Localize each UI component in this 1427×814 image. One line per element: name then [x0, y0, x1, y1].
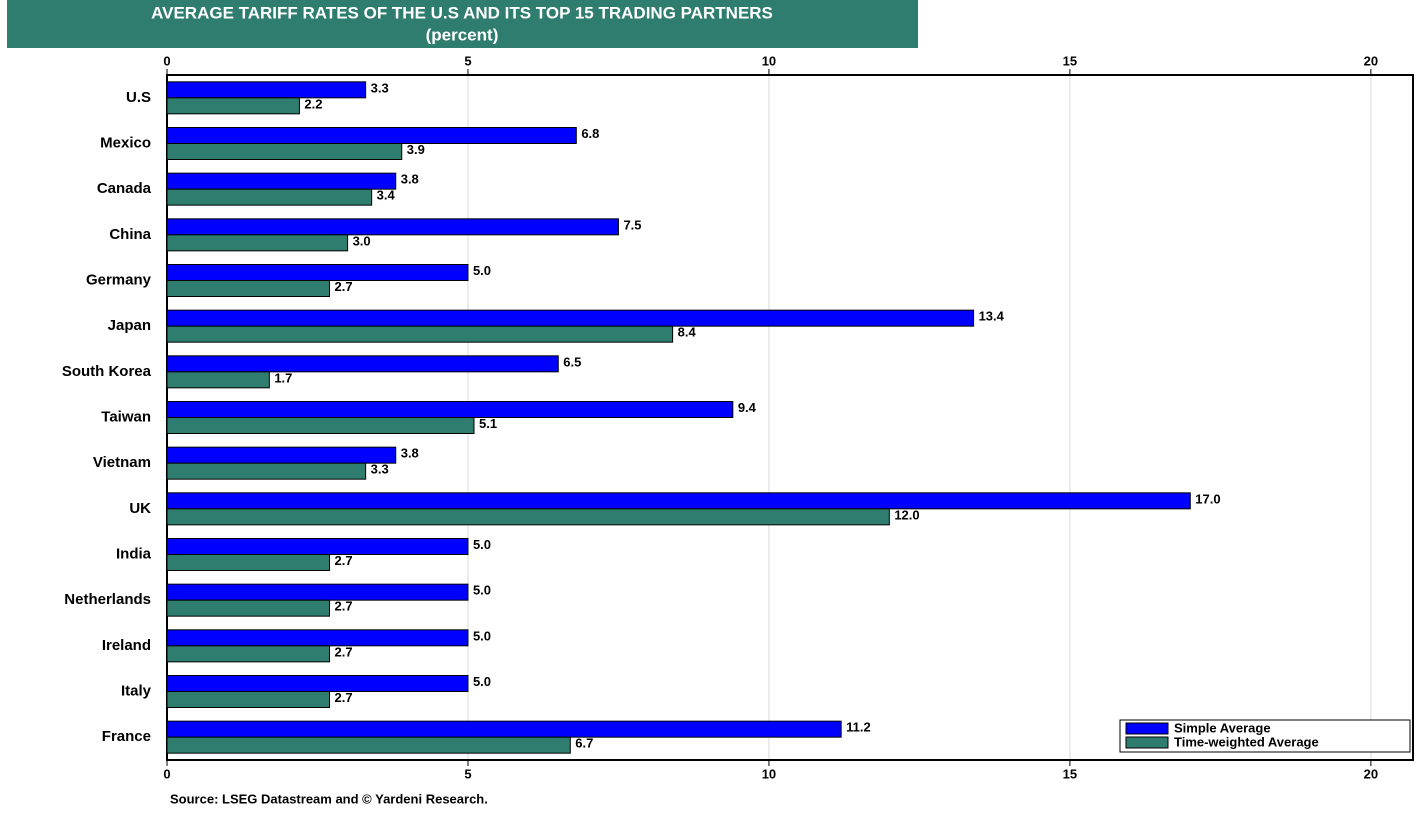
- x-tick-label: 5: [464, 766, 471, 781]
- value-label: 5.1: [479, 416, 497, 431]
- y-tick-label: Taiwan: [101, 408, 151, 425]
- legend-label: Simple Average: [1174, 720, 1271, 735]
- value-label: 5.0: [473, 263, 491, 278]
- bar: [166, 554, 331, 571]
- bar: [166, 97, 300, 115]
- value-label: 2.2: [304, 96, 322, 111]
- x-tick-label: 0: [163, 53, 170, 68]
- bar: [166, 720, 842, 738]
- value-label: 6.5: [563, 354, 581, 369]
- bar: [166, 583, 469, 601]
- bar: [166, 81, 367, 99]
- value-label: 17.0: [1195, 491, 1220, 506]
- x-tick-label: 10: [762, 53, 776, 68]
- value-label: 3.8: [401, 172, 419, 187]
- value-label: 2.7: [335, 553, 353, 568]
- value-label: 5.0: [473, 583, 491, 598]
- bar: [166, 691, 331, 708]
- x-tick-label: 15: [1063, 53, 1077, 68]
- value-label: 6.8: [581, 126, 599, 141]
- value-label: 7.5: [623, 217, 641, 232]
- value-label: 12.0: [894, 507, 919, 522]
- value-label: 5.0: [473, 674, 491, 689]
- x-tick-label: 0: [163, 766, 170, 781]
- bar: [166, 492, 1191, 510]
- x-tick-label: 20: [1364, 766, 1378, 781]
- y-tick-label: U.S: [126, 89, 151, 106]
- y-tick-label: Vietnam: [93, 454, 151, 471]
- value-label: 13.4: [979, 309, 1005, 324]
- chart-title: AVERAGE TARIFF RATES OF THE U.S AND ITS …: [151, 3, 773, 22]
- value-label: 5.0: [473, 628, 491, 643]
- bar: [166, 417, 475, 434]
- y-tick-label: Germany: [86, 271, 152, 288]
- value-label: 3.3: [371, 462, 389, 477]
- y-tick-label: Ireland: [102, 637, 151, 654]
- bar: [166, 462, 367, 480]
- bar: [166, 218, 619, 236]
- y-tick-label: Canada: [97, 180, 152, 197]
- bar: [166, 143, 403, 160]
- y-tick-label: China: [109, 226, 151, 243]
- bar: [166, 172, 397, 190]
- x-tick-label: 5: [464, 53, 471, 68]
- value-label: 5.0: [473, 537, 491, 552]
- value-label: 2.7: [335, 690, 353, 705]
- value-label: 8.4: [678, 325, 697, 340]
- bar: [166, 645, 331, 663]
- y-tick-label: Italy: [121, 682, 152, 699]
- legend-label: Time-weighted Average: [1174, 734, 1319, 749]
- bar: [166, 188, 373, 206]
- value-label: 11.2: [846, 720, 871, 735]
- title-banner: [7, 0, 918, 48]
- y-tick-label: India: [116, 545, 152, 562]
- y-tick-label: South Korea: [62, 363, 152, 380]
- bar: [166, 446, 397, 464]
- value-label: 3.9: [407, 142, 425, 157]
- bar: [166, 355, 559, 373]
- bar: [166, 371, 270, 389]
- bar: [166, 401, 734, 418]
- bar: [166, 675, 469, 692]
- bar: [166, 280, 331, 297]
- bar: [166, 538, 469, 555]
- bar: [166, 736, 571, 754]
- bar: [166, 508, 890, 526]
- x-tick-label: 20: [1364, 53, 1378, 68]
- value-label: 2.7: [335, 599, 353, 614]
- y-tick-label: Mexico: [100, 134, 151, 151]
- y-tick-label: UK: [129, 500, 151, 517]
- y-tick-label: France: [102, 728, 151, 745]
- y-tick-label: Japan: [108, 317, 151, 334]
- value-label: 9.4: [738, 400, 757, 415]
- value-label: 3.8: [401, 446, 419, 461]
- bar: [166, 264, 469, 281]
- value-label: 3.4: [377, 188, 396, 203]
- bar: [166, 234, 349, 252]
- bar: [166, 127, 577, 144]
- value-label: 2.7: [335, 644, 353, 659]
- value-label: 6.7: [575, 736, 593, 751]
- value-label: 2.7: [335, 279, 353, 294]
- legend-swatch: [1125, 736, 1169, 749]
- value-label: 1.7: [274, 370, 292, 385]
- bar: [166, 629, 469, 647]
- x-tick-label: 10: [762, 766, 776, 781]
- bar: [166, 309, 975, 327]
- y-tick-label: Netherlands: [64, 591, 151, 608]
- chart-subtitle: (percent): [426, 25, 499, 44]
- value-label: 3.3: [371, 80, 389, 95]
- bar: [166, 599, 331, 617]
- bar: [166, 325, 674, 343]
- x-tick-label: 15: [1063, 766, 1077, 781]
- source-note: Source: LSEG Datastream and © Yardeni Re…: [170, 791, 488, 806]
- value-label: 3.0: [353, 233, 371, 248]
- legend-swatch: [1125, 722, 1169, 735]
